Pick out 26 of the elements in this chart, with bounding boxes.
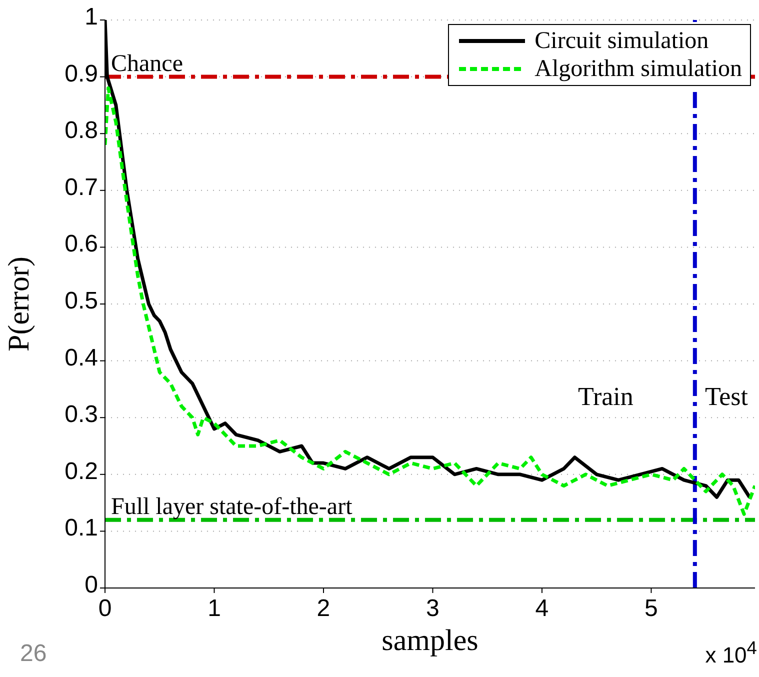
annotation: Train <box>578 382 634 412</box>
y-tick-label: 0.9 <box>64 60 98 88</box>
annotation: Test <box>705 382 748 412</box>
x-tick-label: 5 <box>644 595 658 622</box>
y-axis-title: P(error) <box>2 256 36 352</box>
y-tick-label: 0.8 <box>64 117 98 144</box>
legend-label: Algorithm simulation <box>534 55 742 83</box>
x-tick-label: 2 <box>316 595 330 622</box>
x-tick-label: 4 <box>535 595 549 622</box>
y-tick-label: 0.7 <box>64 174 98 201</box>
y-tick-label: 0.2 <box>64 458 98 485</box>
x-tick-label: 3 <box>426 595 440 622</box>
y-tick-label: 0.4 <box>64 344 98 372</box>
y-tick-label: 0.3 <box>64 401 98 428</box>
ref-line-label: Full layer state-of-the-art <box>111 494 353 520</box>
legend-label: Circuit simulation <box>534 27 709 55</box>
text: 26 <box>20 640 47 668</box>
x-axis-title: samples <box>382 624 478 657</box>
x-tick-label: 1 <box>208 595 221 622</box>
y-tick-label: 0.1 <box>64 514 98 542</box>
text: x 10$^{4}$ <box>705 636 757 668</box>
y-tick-label: 0.5 <box>64 288 98 315</box>
y-tick-label: 1 <box>84 4 98 31</box>
ref-line-label: Chance <box>111 50 183 77</box>
y-tick-label: 0.6 <box>64 230 98 258</box>
y-tick-label: 0 <box>84 572 98 599</box>
